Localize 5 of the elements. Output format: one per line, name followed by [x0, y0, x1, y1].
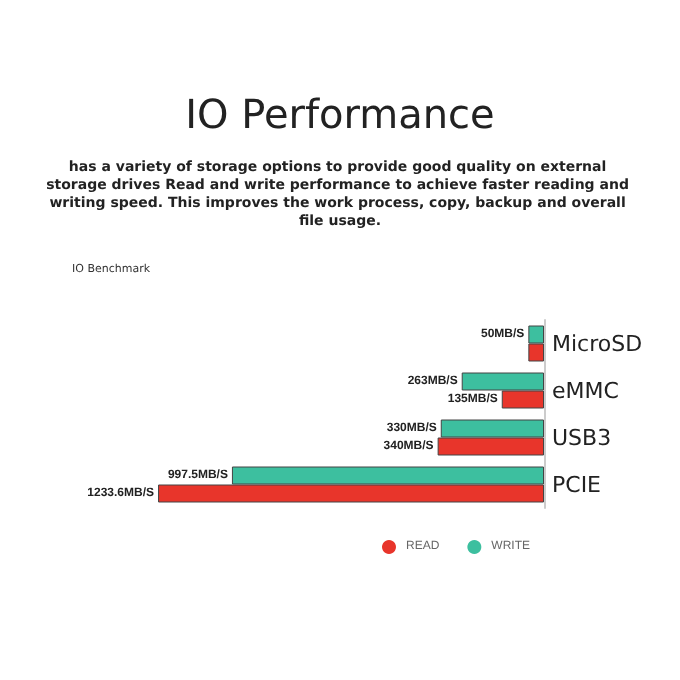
y-tick-label: USB3 [552, 424, 612, 451]
y-tick-label: eMMC [552, 377, 620, 404]
y-tick-label: MicroSD [552, 330, 643, 357]
chart-title: IO Performance [185, 90, 495, 138]
y-tick-label: PCIE [552, 471, 602, 498]
